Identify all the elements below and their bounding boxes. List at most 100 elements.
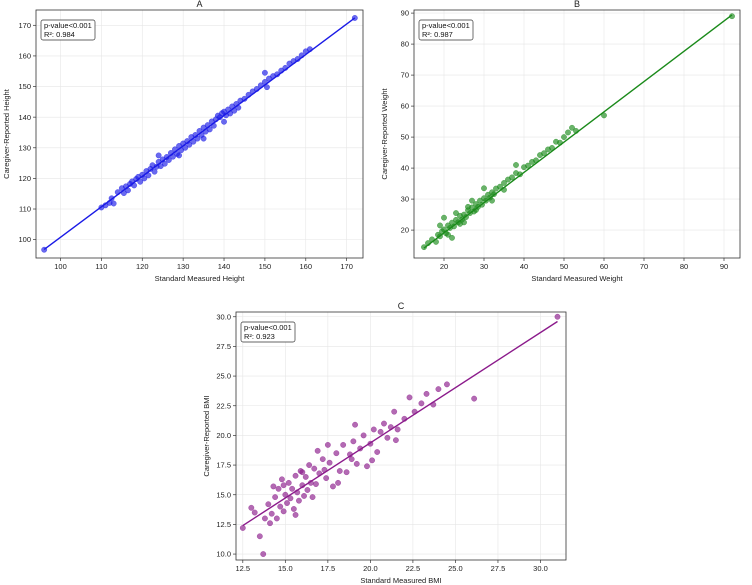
x-axis-title: Standard Measured Height [155,274,246,283]
data-point [525,162,531,169]
plot-frame [35,9,364,259]
data-point [261,69,268,76]
data-point [497,183,503,190]
x-tick-label: 40 [520,262,528,271]
y-tick-label: 150 [18,82,31,91]
data-point [279,476,285,483]
plot-frame [235,311,567,561]
data-point [265,501,272,508]
x-tick-label: 15.0 [278,564,293,573]
data-point [267,520,273,527]
data-point [391,408,398,415]
y-tick-label: 30.0 [216,312,231,321]
x-tick-label: 130 [177,262,190,271]
y-tick-label: 17.5 [216,461,231,470]
data-point [290,506,297,512]
panel-c: 12.5 15.0 17.5 20.0 22.5 25.0 27.5 30.0 10.0 12.5… [202,301,567,585]
x-tick-label: 17.5 [321,564,336,573]
data-point [151,168,158,175]
y-tick-label: 10.0 [216,550,231,559]
data-point [437,222,443,229]
stats-box [240,321,296,343]
data-point [296,497,302,504]
data-point [299,469,306,476]
data-point [569,124,575,131]
x-tick-label: 60 [600,262,608,271]
data-point [445,231,451,238]
data-point [141,175,148,182]
x-tick-label: 25.0 [448,564,463,573]
y-tick-label: 90 [401,9,409,18]
data-point [330,483,336,490]
y-axis-title: Caregiver-Reported BMI [202,395,211,476]
data-point [323,475,330,482]
data-point [369,457,375,464]
x-tick-label: 20.0 [363,564,378,573]
x-tick-label: 12.5 [235,564,250,573]
data-point [444,381,450,388]
data-point [285,479,292,486]
data-point [392,437,399,444]
data-point [435,386,442,393]
data-point [418,400,425,407]
x-tick-label: 170 [340,262,353,271]
p-value-label: p-value<0.001 [244,323,292,332]
x-tick-label: 80 [680,262,688,271]
y-tick-label: 60 [401,102,409,111]
data-point [262,515,268,522]
data-point [304,487,311,493]
data-point [352,421,358,428]
data-point [489,197,495,204]
x-tick-label: 20 [440,262,448,271]
data-point [284,500,290,506]
fit-line [242,320,558,527]
data-point [377,428,384,435]
r-squared-label: R²: 0.923 [244,332,275,341]
data-point [453,210,459,216]
data-point [343,469,350,476]
y-axis-title: Caregiver-Reported Height [2,88,11,179]
data-point [336,468,343,474]
y-tick-label: 70 [401,71,409,80]
data-point [513,162,519,168]
data-point [384,434,391,441]
x-tick-label: 100 [54,262,67,271]
x-axis-title: Standard Measured BMI [360,576,441,585]
data-point [301,493,307,499]
data-point [541,150,547,157]
y-tick-label: 160 [18,52,31,61]
x-tick-label: 22.5 [406,564,421,573]
y-tick-label: 40 [401,164,409,173]
data-point [280,508,287,515]
x-tick-label: 160 [300,262,313,271]
data-point [277,503,284,510]
data-point [481,185,487,192]
data-point [353,460,360,467]
data-point [326,459,333,466]
x-tick-label: 27.5 [491,564,506,573]
y-tick-label: 80 [401,40,409,49]
data-point [200,135,207,142]
p-value-label: p-value<0.001 [422,21,470,30]
y-tick-label: 27.5 [216,342,231,351]
data-point [314,447,321,454]
data-point [360,432,367,439]
y-tick-label: 20.0 [216,431,231,440]
data-point [280,482,287,489]
y-tick-label: 50 [401,133,409,142]
panel-title: A [196,0,202,9]
data-point [374,449,381,455]
plot-area [236,312,566,560]
data-point [248,504,255,511]
y-tick-label: 140 [18,113,31,122]
data-point [350,438,357,445]
data-point [501,180,507,186]
x-tick-label: 120 [136,262,149,271]
r-squared-label: R²: 0.984 [44,30,75,39]
y-tick-label: 20 [401,226,409,235]
y-tick-label: 30 [401,195,409,204]
data-point [554,313,561,320]
data-point [565,129,571,136]
y-axis-title: Caregiver-Reported Weight [380,88,389,180]
